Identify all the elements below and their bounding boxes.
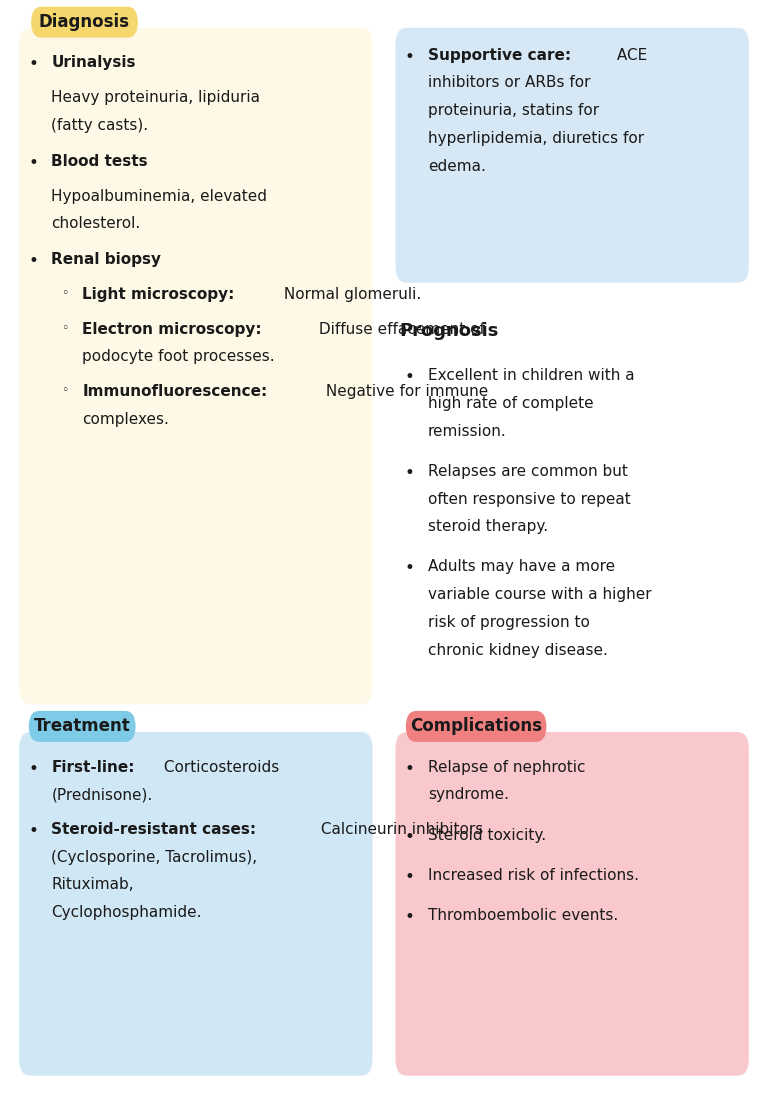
Text: podocyte foot processes.: podocyte foot processes. <box>82 349 275 365</box>
Text: ◦: ◦ <box>61 287 69 299</box>
Text: ◦: ◦ <box>61 322 69 335</box>
Text: (fatty casts).: (fatty casts). <box>51 118 148 133</box>
Text: Adults may have a more: Adults may have a more <box>428 560 615 574</box>
Text: Light microscopy:: Light microscopy: <box>82 287 234 302</box>
Text: Negative for immune: Negative for immune <box>321 384 488 399</box>
Text: Prognosis: Prognosis <box>399 322 498 339</box>
Text: Normal glomeruli.: Normal glomeruli. <box>279 287 421 302</box>
Text: Increased risk of infections.: Increased risk of infections. <box>428 867 639 883</box>
Text: •: • <box>28 822 38 840</box>
Text: remission.: remission. <box>428 424 507 439</box>
Text: Corticosteroids: Corticosteroids <box>159 760 280 775</box>
Text: high rate of complete: high rate of complete <box>428 396 594 411</box>
Text: hyperlipidemia, diuretics for: hyperlipidemia, diuretics for <box>428 131 644 146</box>
Text: cholesterol.: cholesterol. <box>51 216 141 232</box>
Text: •: • <box>28 55 38 73</box>
Text: Blood tests: Blood tests <box>51 154 148 169</box>
Text: complexes.: complexes. <box>82 411 169 427</box>
Text: Electron microscopy:: Electron microscopy: <box>82 322 262 337</box>
FancyBboxPatch shape <box>31 7 138 38</box>
Text: •: • <box>405 760 415 777</box>
Text: •: • <box>28 253 38 271</box>
Text: often responsive to repeat: often responsive to repeat <box>428 491 631 507</box>
Text: Hypoalbuminemia, elevated: Hypoalbuminemia, elevated <box>51 189 267 204</box>
Text: chronic kidney disease.: chronic kidney disease. <box>428 643 607 658</box>
Text: Thromboembolic events.: Thromboembolic events. <box>428 908 618 923</box>
Text: Treatment: Treatment <box>34 718 131 735</box>
Text: •: • <box>405 48 415 65</box>
Text: Steroid-resistant cases:: Steroid-resistant cases: <box>51 822 257 837</box>
Text: Relapse of nephrotic: Relapse of nephrotic <box>428 760 585 775</box>
Text: Steroid toxicity.: Steroid toxicity. <box>428 827 546 843</box>
Text: variable course with a higher: variable course with a higher <box>428 588 651 602</box>
Text: ◦: ◦ <box>61 384 69 397</box>
Text: Calcineurin inhibitors: Calcineurin inhibitors <box>316 822 483 837</box>
Text: Immunofluorescence:: Immunofluorescence: <box>82 384 267 399</box>
Text: syndrome.: syndrome. <box>428 787 508 803</box>
Text: Complications: Complications <box>410 718 542 735</box>
Text: edema.: edema. <box>428 159 485 174</box>
Text: •: • <box>28 760 38 777</box>
Text: Diffuse effacement of: Diffuse effacement of <box>314 322 485 337</box>
Text: risk of progression to: risk of progression to <box>428 615 590 630</box>
Text: proteinuria, statins for: proteinuria, statins for <box>428 103 599 119</box>
FancyBboxPatch shape <box>396 28 749 283</box>
Text: •: • <box>28 154 38 172</box>
Text: •: • <box>405 368 415 386</box>
Text: •: • <box>405 560 415 578</box>
Text: Excellent in children with a: Excellent in children with a <box>428 368 634 384</box>
Text: Heavy proteinuria, lipiduria: Heavy proteinuria, lipiduria <box>51 90 260 105</box>
Text: First-line:: First-line: <box>51 760 135 775</box>
FancyBboxPatch shape <box>406 711 547 742</box>
Text: •: • <box>405 867 415 886</box>
Text: Relapses are common but: Relapses are common but <box>428 464 627 479</box>
FancyBboxPatch shape <box>19 28 372 704</box>
FancyBboxPatch shape <box>19 732 372 1076</box>
Text: ACE: ACE <box>612 48 647 63</box>
Text: (Prednisone).: (Prednisone). <box>51 787 153 803</box>
Text: •: • <box>405 464 415 481</box>
Text: •: • <box>405 908 415 926</box>
Text: inhibitors or ARBs for: inhibitors or ARBs for <box>428 75 591 91</box>
Text: Rituximab,: Rituximab, <box>51 877 134 893</box>
Text: Supportive care:: Supportive care: <box>428 48 571 63</box>
Text: •: • <box>405 827 415 845</box>
Text: Renal biopsy: Renal biopsy <box>51 253 161 267</box>
FancyBboxPatch shape <box>29 711 135 742</box>
Text: Diagnosis: Diagnosis <box>39 13 130 31</box>
Text: Urinalysis: Urinalysis <box>51 55 136 71</box>
Text: (Cyclosporine, Tacrolimus),: (Cyclosporine, Tacrolimus), <box>51 849 257 865</box>
Text: Cyclophosphamide.: Cyclophosphamide. <box>51 905 202 920</box>
FancyBboxPatch shape <box>396 732 749 1076</box>
Text: steroid therapy.: steroid therapy. <box>428 519 548 535</box>
